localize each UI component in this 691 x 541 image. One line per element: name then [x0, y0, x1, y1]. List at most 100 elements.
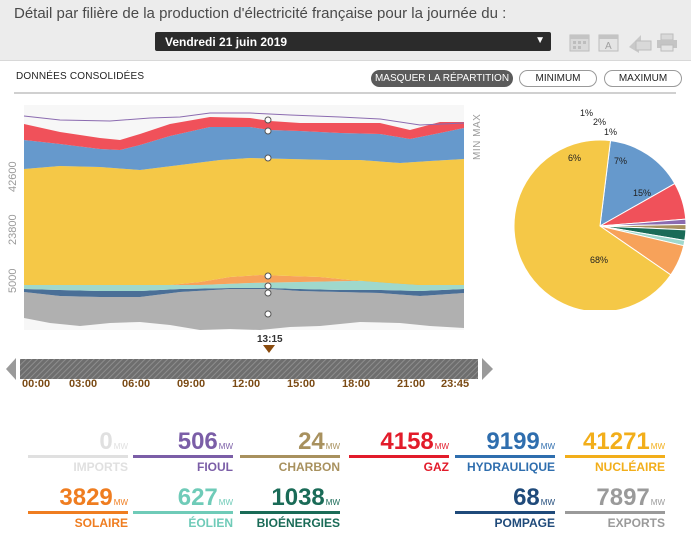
card-value: 506MW — [177, 428, 233, 455]
gaz-area — [24, 117, 464, 150]
cursor-pointer-icon[interactable] — [262, 344, 276, 354]
value-card-hydraulique: 9199MW HYDRAULIQUE — [455, 428, 555, 474]
card-value: 9199MW — [486, 428, 555, 455]
maximum-button[interactable]: MAXIMUM — [604, 70, 682, 87]
card-color-bar — [240, 455, 340, 458]
pie-label: 6% — [568, 153, 582, 163]
card-value: 41271MW — [583, 428, 665, 455]
exports-area — [24, 289, 464, 330]
card-label: POMPAGE — [494, 516, 555, 530]
card-unit: MW — [650, 498, 665, 507]
card-color-bar — [28, 455, 128, 458]
card-color-bar — [565, 511, 665, 514]
divider — [14, 92, 676, 94]
svg-text:A: A — [605, 41, 612, 52]
value-card-eolien: 627MW ÉOLIEN — [133, 484, 233, 530]
minimum-button[interactable]: MINIMUM — [519, 70, 597, 87]
x-tick-label: 06:00 — [122, 378, 151, 390]
pie-label: 7% — [614, 156, 628, 166]
card-color-bar — [565, 455, 665, 458]
card-unit: MW — [113, 498, 128, 507]
x-tick-label: 18:00 — [342, 378, 371, 390]
load-curve — [23, 112, 465, 126]
print-icon[interactable] — [655, 31, 679, 53]
date-select[interactable]: Vendredi 21 juin 2019 ▼ — [155, 32, 551, 51]
card-value: 3829MW — [59, 484, 128, 511]
hide-breakdown-button[interactable]: MASQUER LA RÉPARTITION — [371, 70, 513, 87]
card-color-bar — [240, 511, 340, 514]
pie-label: 2% — [593, 117, 607, 127]
card-color-bar — [455, 511, 555, 514]
card-unit: MW — [650, 442, 665, 451]
card-label: ÉOLIEN — [188, 516, 233, 530]
card-unit: MW — [218, 442, 233, 451]
card-value: 4158MW — [380, 428, 449, 455]
cursor-markers — [264, 116, 272, 318]
value-card-exports: 7897MW EXPORTS — [565, 484, 665, 530]
pie-slice — [599, 140, 676, 227]
date-select-value: Vendredi 21 juin 2019 — [165, 35, 288, 49]
card-label: EXPORTS — [607, 516, 665, 530]
x-tick-label: 21:00 — [397, 378, 426, 390]
chevron-down-icon: ▼ — [535, 35, 545, 46]
card-label: FIOUL — [197, 460, 233, 474]
pie-label: 68% — [590, 255, 609, 265]
card-unit: MW — [325, 498, 340, 507]
value-card-bioenergies: 1038MW BIOÉNERGIES — [240, 484, 340, 530]
x-tick-label: 12:00 — [232, 378, 261, 390]
pie-label: 1% — [604, 127, 618, 137]
card-unit: MW — [325, 442, 340, 451]
card-label: BIOÉNERGIES — [256, 516, 340, 530]
eolien-area — [24, 279, 464, 291]
solaire-area — [24, 275, 464, 285]
time-slider[interactable] — [6, 356, 493, 382]
value-card-nucleaire: 41271MW NUCLÉAIRE — [565, 428, 665, 474]
x-tick-label: 23:45 — [441, 378, 470, 390]
pompage-area — [24, 288, 464, 297]
card-unit: MW — [113, 442, 128, 451]
card-color-bar — [349, 455, 449, 458]
slider-track[interactable] — [20, 359, 478, 379]
card-unit: MW — [434, 442, 449, 451]
card-value: 7897MW — [596, 484, 665, 511]
x-tick-label: 03:00 — [69, 378, 98, 390]
pie-label: 15% — [633, 188, 652, 198]
scroll-left-icon[interactable] — [6, 358, 16, 380]
pie-label: 1% — [580, 108, 594, 118]
x-tick-label: 15:00 — [287, 378, 316, 390]
calendar-icon[interactable] — [568, 31, 592, 53]
x-tick-label: 00:00 — [22, 378, 51, 390]
value-card-charbon: 24MW CHARBON — [240, 428, 340, 474]
card-unit: MW — [218, 498, 233, 507]
card-color-bar — [133, 511, 233, 514]
value-card-pompage: 68MW POMPAGE — [455, 484, 555, 530]
card-value: 68MW — [513, 484, 555, 511]
value-card-fioul: 506MW FIOUL — [133, 428, 233, 474]
card-value: 0MW — [99, 428, 128, 455]
hydraulique-area — [24, 127, 464, 170]
card-label: SOLAIRE — [74, 516, 128, 530]
card-color-bar — [455, 455, 555, 458]
card-value: 1038MW — [271, 484, 340, 511]
header-bar: Détail par filière de la production d'él… — [0, 0, 691, 61]
calendar-text-icon[interactable]: A — [597, 31, 621, 53]
card-color-bar — [28, 511, 128, 514]
consolidated-data-label: DONNÉES CONSOLIDÉES — [16, 71, 145, 82]
card-unit: MW — [540, 442, 555, 451]
card-label: IMPORTS — [73, 460, 128, 474]
card-label: GAZ — [423, 460, 449, 474]
scroll-right-icon[interactable] — [482, 358, 493, 380]
pie-slice — [513, 140, 672, 310]
card-label: HYDRAULIQUE — [466, 460, 555, 474]
value-card-gaz: 4158MW GAZ — [349, 428, 449, 474]
x-tick-label: 09:00 — [177, 378, 206, 390]
value-card-imports: 0MW IMPORTS — [28, 428, 128, 474]
card-value: 24MW — [298, 428, 340, 455]
card-label: NUCLÉAIRE — [594, 460, 665, 474]
production-area-chart — [23, 105, 465, 330]
send-email-icon[interactable] — [627, 31, 652, 53]
page-title: Détail par filière de la production d'él… — [14, 5, 507, 22]
value-card-solaire: 3829MW SOLAIRE — [28, 484, 128, 530]
card-label: CHARBON — [278, 460, 340, 474]
share-pie-chart — [513, 140, 687, 310]
